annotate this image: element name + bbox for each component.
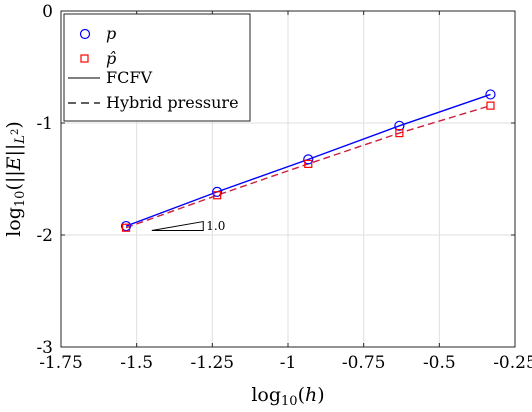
x-tick-label: -1 bbox=[280, 353, 297, 373]
y-tick-label: 0 bbox=[42, 2, 53, 22]
x-tick-label: -0.25 bbox=[493, 353, 532, 373]
legend-label-hybrid-pressure: Hybrid pressure bbox=[106, 93, 239, 112]
legend-marker-p-hat bbox=[80, 54, 89, 63]
data-point-p bbox=[394, 120, 405, 131]
x-tick-label: -1.5 bbox=[120, 353, 153, 373]
y-tick-label: -1 bbox=[36, 114, 53, 134]
legend-label-fcfv: FCFV bbox=[106, 68, 152, 87]
data-point-p-hat bbox=[486, 101, 495, 110]
data-point-p-hat bbox=[121, 223, 131, 232]
data-point-p bbox=[485, 89, 496, 100]
x-tick-label: -1.25 bbox=[191, 353, 235, 373]
y-axis-title: log10(||E||L2) bbox=[3, 121, 28, 237]
y-tick-label: -2 bbox=[36, 226, 53, 246]
x-tick-label: -0.75 bbox=[342, 353, 386, 373]
data-point-p bbox=[120, 220, 132, 232]
slope-label: 1.0 bbox=[206, 219, 225, 233]
y-tick-labels: 0 -1 -2 -3 bbox=[36, 2, 53, 358]
data-point-p-hat bbox=[304, 159, 313, 168]
slope-triangle-shape bbox=[151, 220, 204, 232]
slope-triangle: 1.0 bbox=[151, 219, 225, 233]
legend-label-p-hat: p̂ bbox=[106, 49, 116, 68]
y-tick-label: -3 bbox=[36, 338, 53, 358]
x-tick-label: -0.5 bbox=[423, 353, 456, 373]
series-line-fcfv bbox=[125, 93, 491, 227]
series-markers bbox=[120, 89, 496, 232]
x-tick-labels: -1.75 -1.5 -1.25 -1 -0.75 -0.5 -0.25 bbox=[39, 353, 532, 373]
data-point-p bbox=[303, 154, 314, 165]
data-point-p-hat bbox=[395, 128, 404, 138]
legend-label-p: p bbox=[106, 24, 116, 43]
legend: p p̂ FCFV Hybrid pressure bbox=[63, 13, 251, 122]
legend-marker-p bbox=[79, 28, 91, 40]
data-point-p bbox=[212, 186, 223, 197]
axis-ticks bbox=[60, 10, 516, 348]
data-point-p-hat bbox=[213, 191, 222, 200]
x-tick-label: -1.75 bbox=[39, 353, 83, 373]
